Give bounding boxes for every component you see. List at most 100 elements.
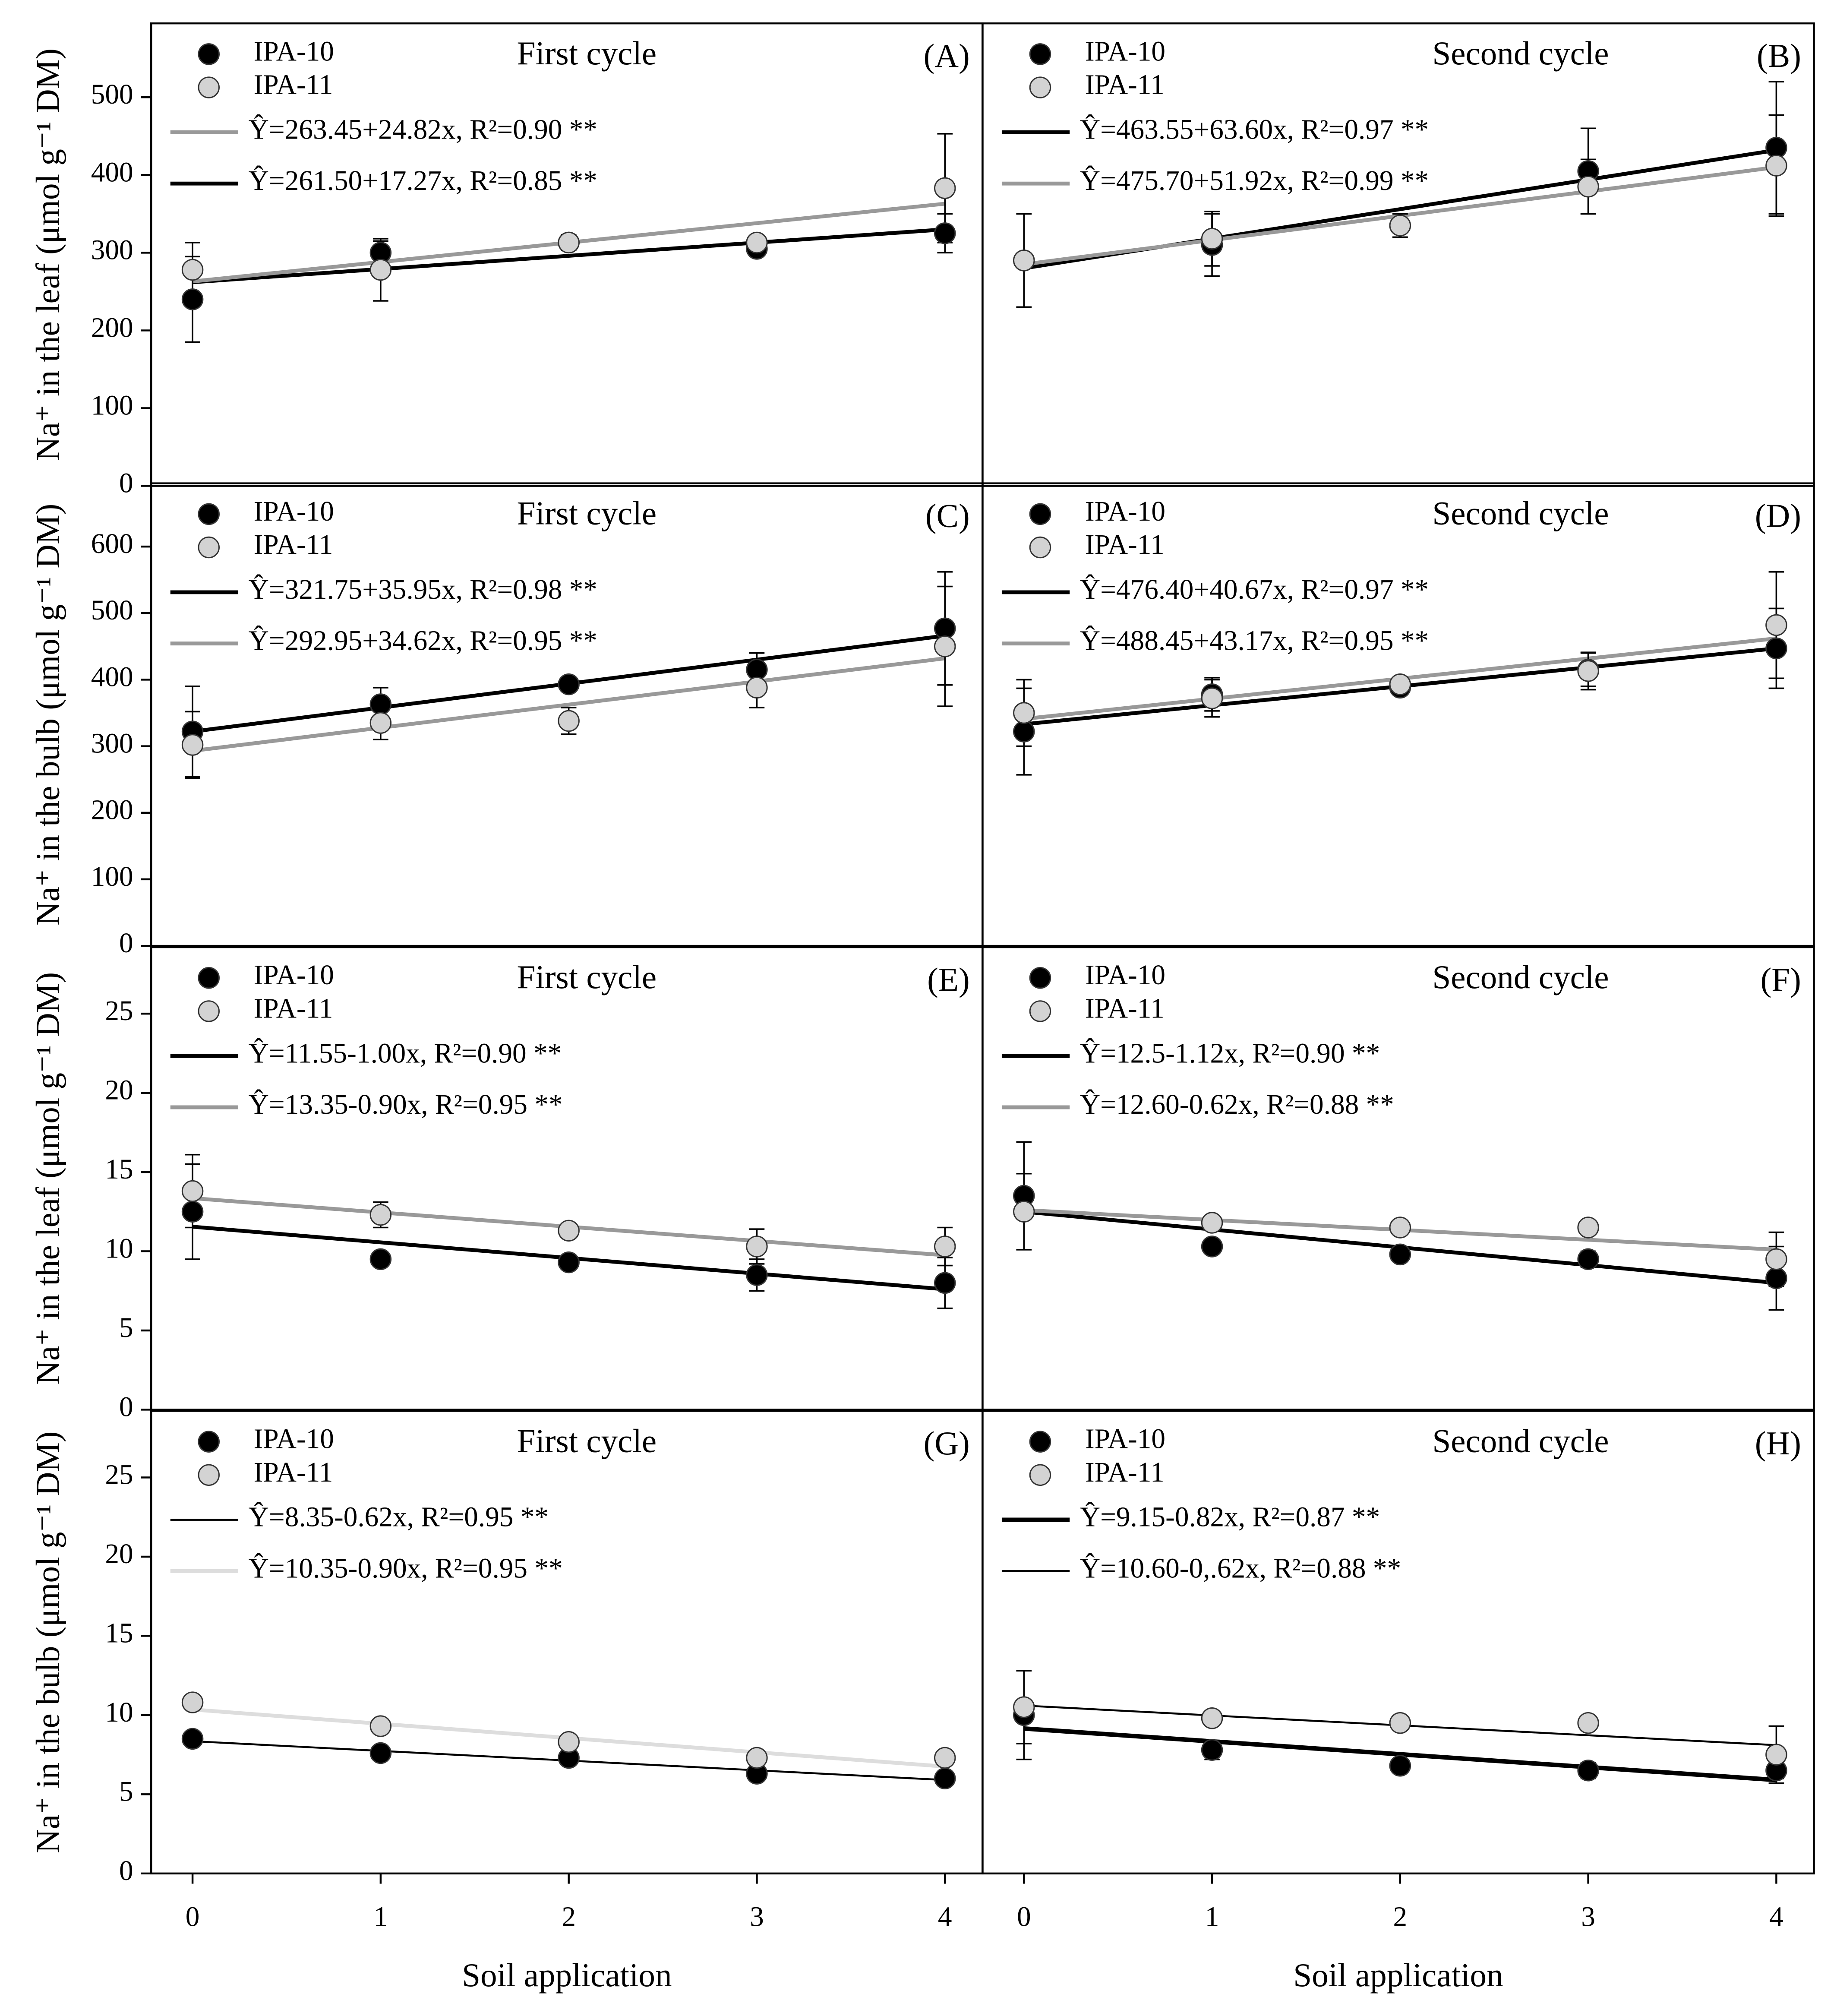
y-tick-label: 10 bbox=[105, 1697, 133, 1728]
equation: Ŷ=10.35-0.90x, R²=0.95 ** bbox=[249, 1553, 563, 1584]
y-tick-label: 200 bbox=[91, 795, 133, 826]
panel-label: (E) bbox=[927, 961, 970, 998]
legend-marker bbox=[1029, 1431, 1051, 1453]
x-tick-label: 4 bbox=[1769, 1902, 1783, 1933]
y-tick-label: 5 bbox=[119, 1312, 133, 1343]
y-tick-label: 15 bbox=[105, 1618, 133, 1649]
x-tick-label: 2 bbox=[1393, 1902, 1408, 1933]
data-point bbox=[1765, 1267, 1787, 1289]
data-point bbox=[181, 259, 204, 281]
data-point bbox=[934, 1747, 956, 1769]
panel-label: (B) bbox=[1757, 37, 1801, 74]
legend-label: IPA-10 bbox=[254, 1424, 334, 1455]
panel-title: First cycle bbox=[517, 958, 657, 995]
equation: Ŷ=292.95+34.62x, R²=0.95 ** bbox=[249, 626, 597, 657]
y-tick-label: 0 bbox=[119, 928, 133, 959]
y-tick-label: 300 bbox=[91, 728, 133, 759]
data-point bbox=[1201, 1236, 1223, 1258]
legend-label: IPA-11 bbox=[1085, 529, 1165, 560]
y-tick-label: 10 bbox=[105, 1233, 133, 1264]
y-tick-label: 400 bbox=[91, 661, 133, 692]
y-tick-label: 600 bbox=[91, 528, 133, 559]
legend-label: IPA-10 bbox=[1085, 36, 1165, 67]
data-point bbox=[369, 1742, 392, 1764]
legend-marker bbox=[198, 536, 220, 559]
data-point bbox=[1577, 1760, 1599, 1782]
data-point bbox=[1013, 1696, 1035, 1718]
panel-label: (F) bbox=[1761, 961, 1801, 998]
data-point bbox=[746, 1236, 768, 1258]
legend-label: IPA-11 bbox=[1085, 1457, 1165, 1488]
panel-label: (A) bbox=[924, 37, 970, 74]
panel-label: (G) bbox=[924, 1425, 970, 1462]
panel-frame bbox=[982, 946, 1815, 1411]
panel-title: Second cycle bbox=[1432, 495, 1609, 532]
x-tick-label: 1 bbox=[1205, 1902, 1219, 1933]
data-point bbox=[369, 693, 392, 715]
legend-marker bbox=[198, 43, 220, 65]
x-axis-label: Soil application bbox=[1293, 1956, 1503, 1994]
equation: Ŷ=475.70+51.92x, R²=0.99 ** bbox=[1080, 165, 1429, 196]
legend-label: IPA-11 bbox=[254, 993, 333, 1024]
data-point bbox=[934, 635, 956, 657]
data-point bbox=[1389, 1217, 1411, 1239]
panel-title: First cycle bbox=[517, 35, 657, 72]
y-axis-label: Na⁺ in the leaf (μmol g⁻¹ DM) bbox=[29, 972, 66, 1385]
legend-label: IPA-10 bbox=[1085, 496, 1165, 527]
data-point bbox=[181, 734, 204, 756]
data-point bbox=[181, 1728, 204, 1750]
legend-label: IPA-11 bbox=[254, 70, 333, 101]
y-tick-label: 100 bbox=[91, 390, 133, 421]
data-point bbox=[1389, 1243, 1411, 1266]
data-point bbox=[558, 1220, 580, 1242]
equation: Ŷ=10.60-0,.62x, R²=0.88 ** bbox=[1080, 1553, 1401, 1584]
data-point bbox=[181, 1180, 204, 1202]
data-point bbox=[369, 1715, 392, 1737]
y-tick-label: 25 bbox=[105, 1460, 133, 1491]
equation: Ŷ=9.15-0.82x, R²=0.87 ** bbox=[1080, 1502, 1380, 1533]
fit-line bbox=[1023, 1726, 1777, 1782]
legend-marker bbox=[1029, 1000, 1051, 1022]
x-tick-label: 0 bbox=[1017, 1902, 1031, 1933]
data-point bbox=[1389, 1712, 1411, 1734]
data-point bbox=[369, 259, 392, 281]
y-axis-label: Na⁺ in the leaf (μmol g⁻¹ DM) bbox=[29, 48, 66, 461]
data-point bbox=[1201, 1739, 1223, 1761]
panel-title: Second cycle bbox=[1432, 35, 1609, 72]
panel-title: First cycle bbox=[517, 1422, 657, 1459]
data-point bbox=[181, 1201, 204, 1223]
y-tick-label: 200 bbox=[91, 312, 133, 343]
data-point bbox=[1201, 687, 1223, 709]
data-point bbox=[934, 222, 956, 244]
data-point bbox=[1765, 155, 1787, 177]
equation: Ŷ=463.55+63.60x, R²=0.97 ** bbox=[1080, 114, 1429, 145]
data-point bbox=[934, 1236, 956, 1258]
data-point bbox=[181, 288, 204, 310]
data-point bbox=[746, 1264, 768, 1286]
legend-marker bbox=[1029, 43, 1051, 65]
panel-label: (H) bbox=[1755, 1425, 1801, 1462]
equation: Ŷ=263.45+24.82x, R²=0.90 ** bbox=[249, 114, 597, 145]
equation: Ŷ=8.35-0.62x, R²=0.95 ** bbox=[249, 1502, 549, 1533]
legend-marker bbox=[1029, 76, 1051, 98]
panel-label: (C) bbox=[925, 497, 970, 534]
legend-marker bbox=[1029, 536, 1051, 559]
legend-marker bbox=[198, 1464, 220, 1486]
legend-label: IPA-11 bbox=[254, 529, 333, 560]
data-point bbox=[1013, 702, 1035, 724]
equation: Ŷ=13.35-0.90x, R²=0.95 ** bbox=[249, 1089, 563, 1120]
data-point bbox=[558, 1731, 580, 1753]
y-tick-label: 15 bbox=[105, 1154, 133, 1185]
legend-label: IPA-10 bbox=[1085, 960, 1165, 991]
equation: Ŷ=261.50+17.27x, R²=0.85 ** bbox=[249, 165, 597, 196]
x-tick-label: 0 bbox=[186, 1902, 200, 1933]
data-point bbox=[558, 673, 580, 695]
data-point bbox=[1201, 228, 1223, 250]
data-point bbox=[1765, 614, 1787, 636]
panel-title: Second cycle bbox=[1432, 1422, 1609, 1459]
legend-label: IPA-10 bbox=[1085, 1424, 1165, 1455]
y-axis-label: Na⁺ in the bulb (μmol g⁻¹ DM) bbox=[29, 1431, 66, 1853]
y-tick-label: 20 bbox=[105, 1539, 133, 1570]
panel-title: Second cycle bbox=[1432, 958, 1609, 995]
